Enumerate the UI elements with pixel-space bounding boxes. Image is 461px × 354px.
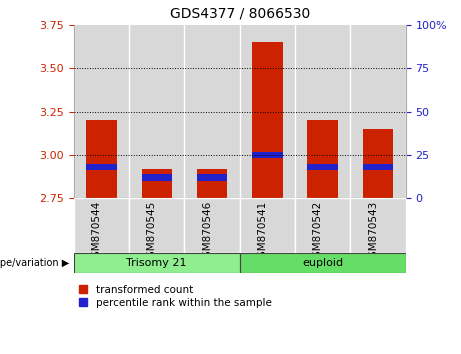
Bar: [129, 198, 184, 253]
Legend: transformed count, percentile rank within the sample: transformed count, percentile rank withi…: [79, 285, 272, 308]
Text: GSM870545: GSM870545: [147, 201, 157, 264]
Text: Trisomy 21: Trisomy 21: [126, 258, 187, 268]
Bar: [142, 169, 172, 198]
Bar: [240, 198, 295, 253]
Bar: [74, 198, 129, 253]
Text: GSM870544: GSM870544: [91, 201, 101, 264]
Text: GSM870543: GSM870543: [368, 201, 378, 264]
Bar: [252, 42, 283, 198]
Bar: [184, 25, 240, 198]
Bar: [197, 174, 227, 181]
Bar: [307, 120, 338, 198]
Bar: [86, 164, 117, 170]
Bar: [252, 152, 283, 158]
Bar: [363, 129, 393, 198]
Title: GDS4377 / 8066530: GDS4377 / 8066530: [170, 7, 310, 21]
Bar: [142, 174, 172, 181]
Bar: [350, 198, 406, 253]
Bar: [74, 25, 129, 198]
Bar: [240, 253, 406, 273]
Text: GSM870542: GSM870542: [313, 201, 323, 264]
Bar: [295, 198, 350, 253]
Bar: [307, 164, 338, 170]
Text: euploid: euploid: [302, 258, 343, 268]
Bar: [350, 25, 406, 198]
Bar: [184, 198, 240, 253]
Bar: [295, 25, 350, 198]
Text: genotype/variation ▶: genotype/variation ▶: [0, 258, 69, 268]
Text: GSM870546: GSM870546: [202, 201, 212, 264]
Bar: [363, 164, 393, 170]
Bar: [86, 120, 117, 198]
Bar: [129, 25, 184, 198]
Bar: [74, 253, 240, 273]
Bar: [197, 169, 227, 198]
Text: GSM870541: GSM870541: [257, 201, 267, 264]
Bar: [240, 25, 295, 198]
